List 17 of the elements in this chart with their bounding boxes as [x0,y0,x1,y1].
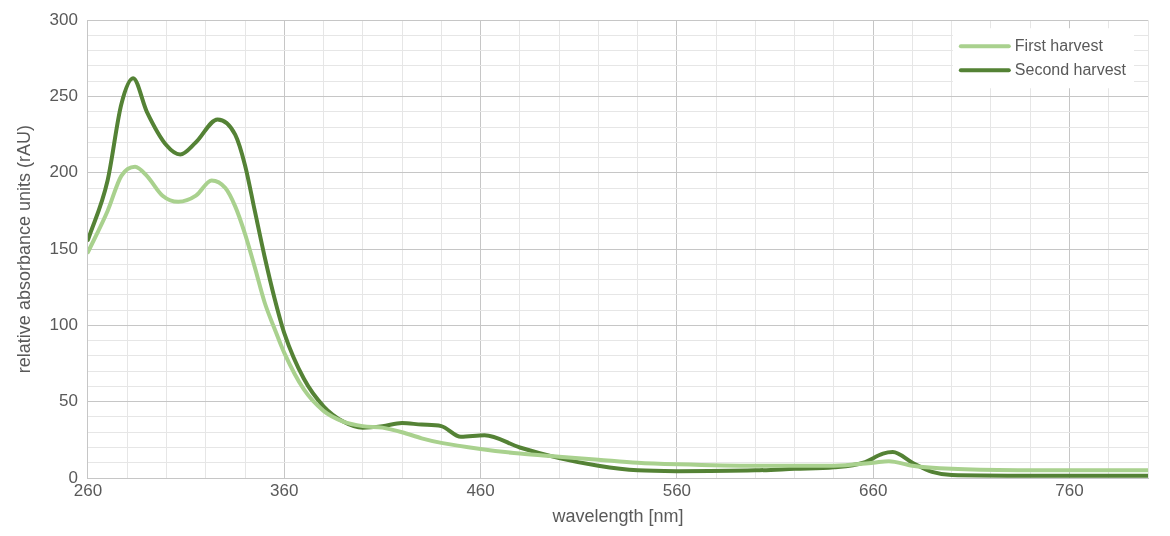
line-series [87,76,1148,478]
y-tick-label: 200 [49,162,78,182]
x-tick-label: 460 [466,480,495,500]
line-series [87,164,1148,473]
y-tick-label: 250 [49,86,78,106]
x-tick-label: 760 [1055,480,1084,500]
y-tick-label: 100 [49,315,78,335]
legend-label: Second harvest [1014,60,1127,78]
x-axis-title: wavelength [nm] [551,506,684,527]
x-tick-label: 560 [662,480,692,500]
x-tick-label: 660 [858,480,888,500]
legend-label: First harvest [1014,36,1104,54]
x-tick-label: 360 [270,480,299,500]
y-tick-label: 50 [59,391,78,411]
y-tick-label: 150 [49,238,78,258]
y-axis-title: relative absorbance units (rAU) [13,125,34,374]
y-tick-label: 300 [49,9,78,29]
